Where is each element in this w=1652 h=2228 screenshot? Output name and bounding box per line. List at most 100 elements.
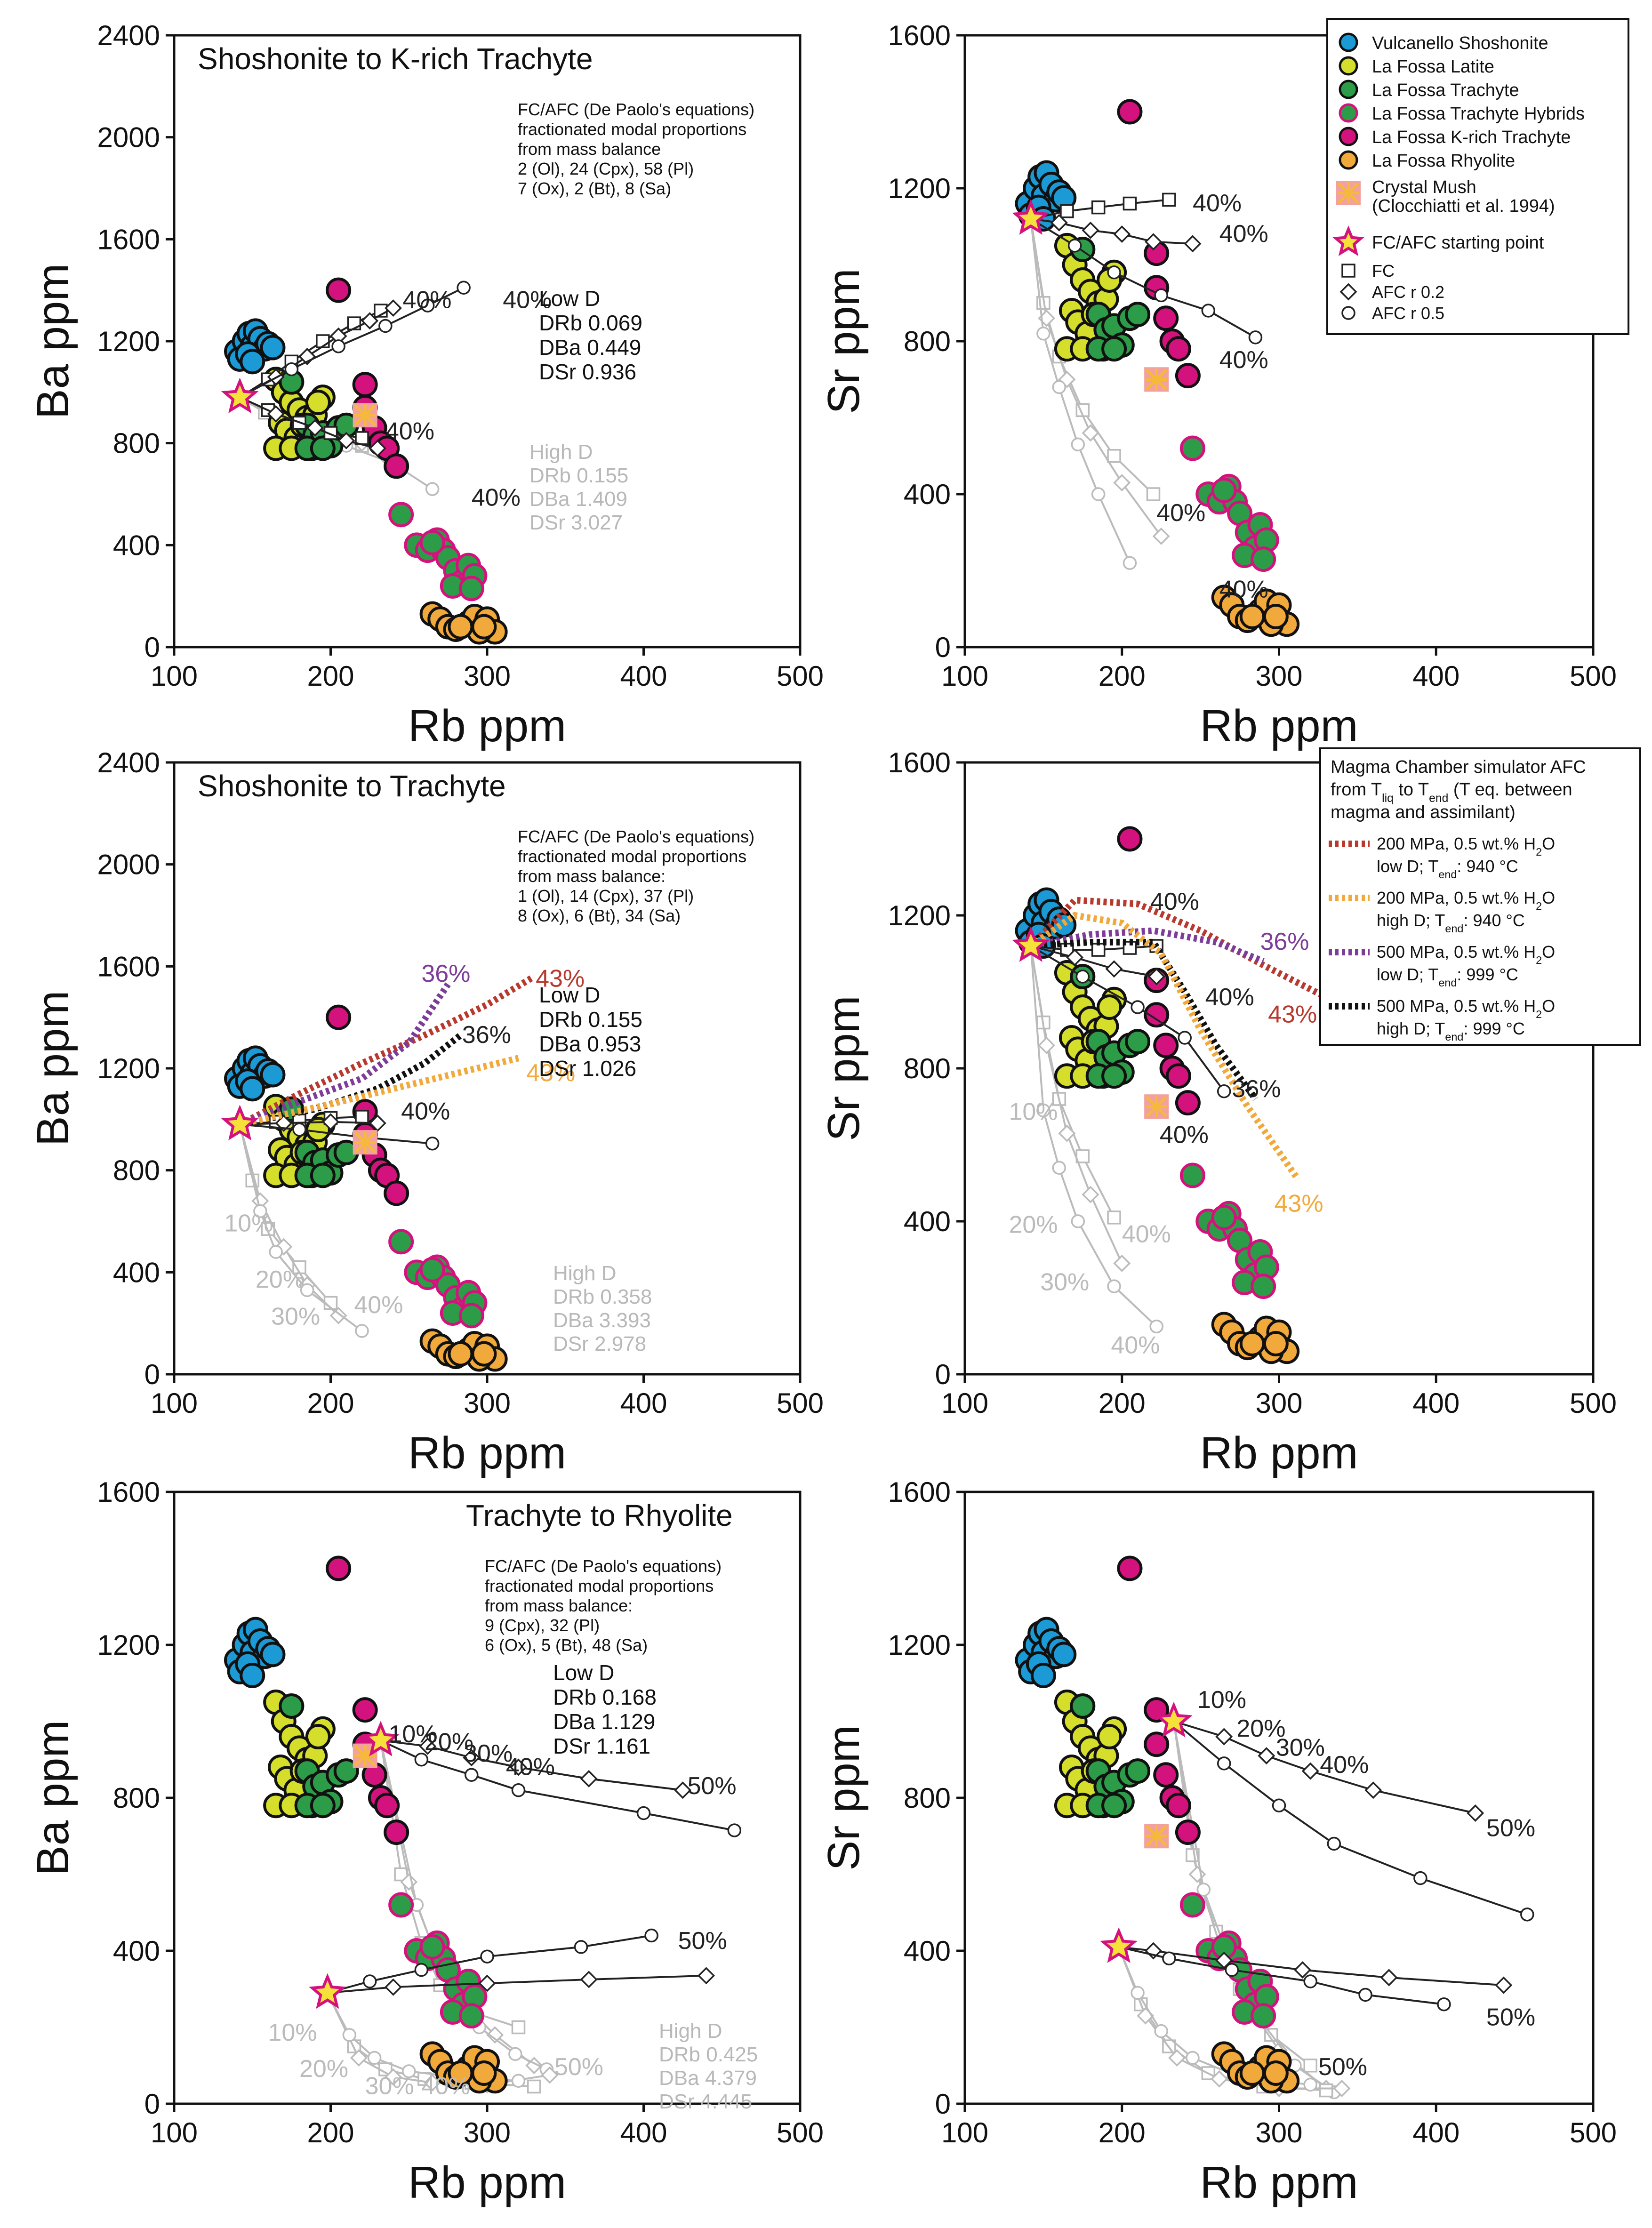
high-d-line: DSr 2.978 [553,1332,646,1355]
y-tick-label: 1200 [888,900,951,931]
percent-label: 40% [1205,984,1254,1011]
afc02-marker [1050,214,1068,232]
k-trachyte-point [1117,99,1143,125]
k-trachyte-point [1175,1819,1201,1845]
y-tick-label: 1600 [888,1476,951,1508]
afc05-marker [1091,487,1106,501]
afc02-marker [463,1749,481,1767]
afc05-marker [420,298,435,313]
high-d-line: DRb 0.425 [659,2043,758,2066]
percent-label: 40% [1122,1221,1171,1248]
afc02-marker [322,1113,339,1131]
y-tick-label: 2400 [97,20,160,51]
x-tick-label: 300 [464,1387,511,1419]
afc05-marker [1052,380,1066,394]
shoshonite-point [240,1076,265,1102]
method-note-line: 1 (Ol), 14 (Cpx), 37 (Pl) [518,886,694,906]
afc02-marker [1294,1961,1312,1979]
low-d-line: DSr 0.936 [539,360,636,384]
fc-marker [1107,1210,1121,1225]
afc02-marker [267,405,285,423]
fc-marker [1123,196,1137,211]
afc02-marker [1082,1186,1099,1203]
model-curve [1173,1720,1476,1814]
x-tick-label: 400 [620,660,667,692]
subscript: end [1445,922,1463,935]
fc-marker [1060,204,1074,218]
legend-label: La Fossa Latite [1372,57,1494,77]
crystal-mush-cross [1146,1825,1168,1847]
percent-label: 30% [365,2073,414,2100]
legend-swatch [1339,103,1358,123]
afc05-marker [1071,1214,1085,1228]
fc-marker [1319,2083,1333,2098]
x-tick-label: 300 [464,660,511,692]
mcs-curve [238,973,536,1128]
subscript: 2 [1536,954,1542,966]
legend-title: from Tliq to Tend (T eq. between [1331,780,1572,805]
y-tick-label: 1600 [888,20,951,51]
rhyolite-point [448,1341,473,1367]
afc05-marker [644,1928,658,1943]
low-d-line: DSr 1.026 [539,1056,636,1081]
latite-point [1097,994,1123,1020]
percent-label: 10% [268,2019,317,2046]
low-d-line: DBa 0.449 [539,335,641,360]
k-trachyte-point [326,277,352,303]
trachyte-point [1101,1793,1127,1819]
afc05-marker [727,1823,742,1837]
model-curve [1118,1946,1444,2005]
afc05-marker [402,2064,416,2078]
afc02-marker [385,2068,402,2086]
k-trachyte-point [1175,363,1201,389]
y-axis-label: Ba ppm [28,1720,78,1876]
legend-label: 500 MPa, 0.5 wt.% H2O [1377,942,1555,966]
rhyolite-point [471,614,497,640]
fc-marker [527,2079,541,2094]
afc05-marker [511,2074,526,2088]
trachyte-hybrid-point [1211,477,1237,503]
y-tick-label: 400 [113,1257,160,1288]
k-trachyte-point [1165,1063,1191,1089]
x-tick-label: 500 [1570,1387,1617,1419]
x-tick-label: 400 [620,1387,667,1419]
fc-afc-start-star [1155,1701,1193,1738]
trachyte-hybrid-point [1211,1204,1237,1230]
method-note-line: FC/AFC (De Paolo's equations) [518,827,754,846]
percent-label: 30% [271,1303,320,1330]
shoshonite-point [1051,912,1077,938]
k-trachyte-point [352,1697,378,1723]
afc02-marker [1211,2070,1228,2088]
x-tick-label: 500 [1570,660,1617,692]
text-span: O [1542,888,1555,907]
shoshonite-point [260,335,286,361]
afc05-marker [1186,2051,1200,2065]
percent-label: 50% [1318,2053,1367,2081]
x-tick-label: 100 [151,660,198,692]
afc02-marker [419,1737,437,1755]
model-curve [1030,946,1157,1327]
legend-label: 200 MPa, 0.5 wt.% H2O [1377,888,1555,912]
fc-marker [1091,943,1106,957]
y-tick-label: 800 [113,1155,160,1186]
x-tick-label: 200 [307,2117,354,2148]
fc-marker [1162,192,1176,207]
mcs-legend: Magma Chamber simulator AFC from Tliq to … [1319,747,1641,1046]
afc02-marker [1258,1747,1275,1765]
rhyolite-point [1263,1331,1289,1356]
shoshonite-point [260,1062,286,1088]
model-curve [1030,218,1131,564]
afc02-marker [1082,424,1099,442]
fc-marker [1146,487,1161,501]
x-axis-label: Rb ppm [408,701,566,751]
panel-title: Trachyte to Rhyolite [466,1499,733,1532]
afc02-marker [1339,283,1357,301]
legend-label: FC [1372,261,1395,281]
method-note-line: 7 (Ox), 2 (Bt), 8 (Sa) [518,179,671,198]
afc02-marker [510,1758,527,1776]
trachyte-point [279,1693,305,1719]
method-note-line: FC/AFC (De Paolo's equations) [518,100,754,119]
rhyolite-point [471,1341,497,1367]
x-tick-label: 300 [1255,2117,1302,2148]
afc05-marker [1131,1000,1145,1014]
